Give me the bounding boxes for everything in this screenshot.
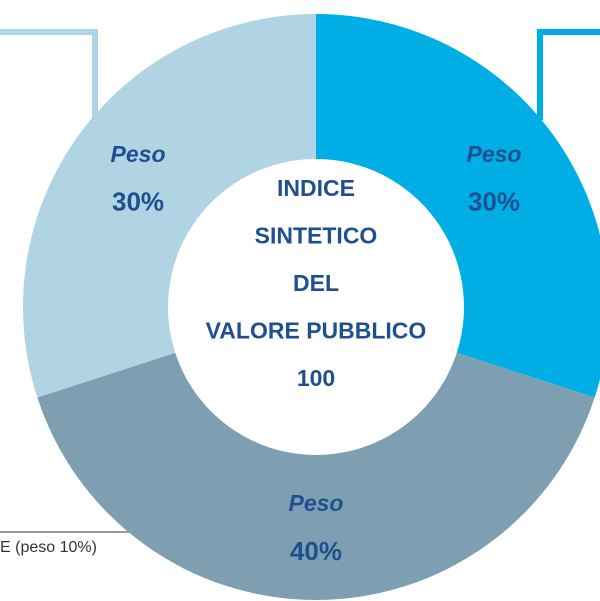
center-text: VALORE PUBBLICO — [206, 318, 427, 344]
center-text: INDICE — [277, 175, 355, 201]
annotation: E (peso 10%) — [0, 539, 97, 556]
segment — [37, 352, 595, 600]
left-bracket — [0, 29, 98, 120]
segments — [22, 14, 600, 600]
center-text: 100 — [297, 365, 335, 391]
value-label: 30% — [112, 187, 164, 217]
segment — [316, 14, 600, 398]
labels: Peso 30% Peso 40% Peso 30% INDICE SINTETICO DEL V… — [111, 141, 522, 566]
center-text: DEL — [293, 270, 339, 296]
value-label: 30% — [468, 187, 520, 217]
right-bracket — [537, 29, 600, 120]
center-text: SINTETICO — [255, 223, 378, 249]
segment — [22, 14, 317, 398]
segment-name: Peso — [111, 141, 166, 167]
segment-name: Peso — [466, 141, 521, 167]
segment-name: Peso — [289, 490, 344, 516]
value-label: 40% — [290, 536, 342, 566]
